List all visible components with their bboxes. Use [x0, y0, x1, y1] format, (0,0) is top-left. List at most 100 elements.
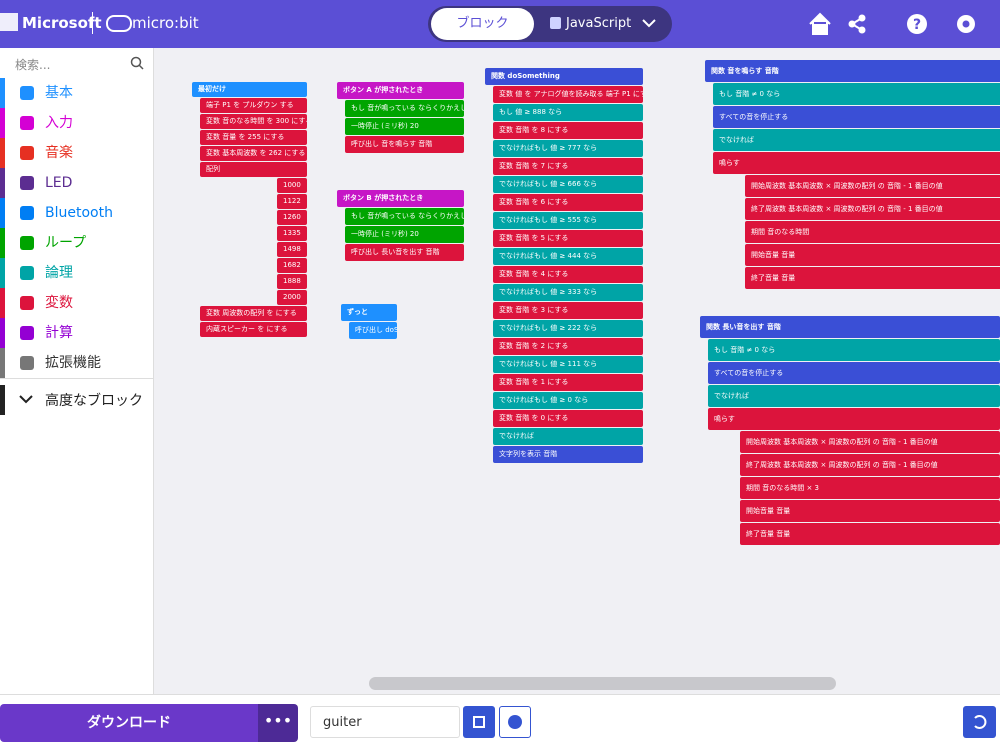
block-line[interactable]: 呼び出し 長い音を出す 音階 [345, 244, 464, 261]
block-line[interactable]: ボタン B が押されたとき [337, 190, 464, 207]
block-line[interactable]: 変数 音階 を 4 にする [493, 266, 643, 283]
project-name-input[interactable]: guiter [310, 706, 460, 738]
block-line[interactable]: 端子 P1 を プルダウン する [200, 98, 307, 113]
block-line[interactable]: でなければもし 値 ≥ 222 なら [493, 320, 643, 337]
block-line[interactable]: すべての音を停止する [713, 106, 1000, 128]
block-line[interactable]: 変数 音階 を 3 にする [493, 302, 643, 319]
block-line[interactable]: 終了音量 音量 [740, 523, 1000, 545]
block-line[interactable]: 開始周波数 基本周波数 × 周波数の配列 の 音階 - 1 番目の値 [745, 175, 1000, 197]
block-line[interactable]: もし 音が鳴っている ならくりかえし [345, 100, 464, 117]
block-line[interactable]: 呼び出し doSomething [349, 322, 397, 339]
category-label[interactable]: Bluetooth [45, 205, 113, 221]
code-block[interactable]: ボタン A が押されたとき もし 音が鳴っている ならくりかえし 一時停止 (ミリ秒… [337, 82, 464, 154]
code-block[interactable]: 関数 長い音を出す 音階 もし 音階 ≠ 0 なら すべての音を停止する でなければ鳴… [700, 316, 1000, 546]
block-line[interactable]: 開始周波数 基本周波数 × 周波数の配列 の 音階 - 1 番目の値 [740, 431, 1000, 453]
category-label[interactable]: 基本 [45, 85, 73, 101]
block-line[interactable]: 最初だけ [192, 82, 307, 97]
block-line[interactable]: でなければ [493, 428, 643, 445]
help-icon[interactable]: ? [907, 14, 927, 34]
block-line[interactable]: 一時停止 (ミリ秒) 20 [345, 118, 464, 135]
block-line[interactable]: もし 音階 ≠ 0 なら [708, 339, 1000, 361]
block-line[interactable]: もし 音が鳴っている ならくりかえし [345, 208, 464, 225]
undo-button[interactable] [963, 706, 996, 738]
block-line[interactable]: 変数 値 を アナログ値を読み取る 端子 P1 にする [493, 86, 643, 103]
toolbox-category[interactable]: ループ [0, 228, 153, 258]
category-label[interactable]: 変数 [45, 295, 73, 311]
block-line[interactable]: 期間 音のなる時間 [745, 221, 1000, 243]
product[interactable]: micro:bit [132, 14, 199, 32]
block-line[interactable]: ずっと [341, 304, 397, 321]
block-line[interactable]: 変数 音階 を 2 にする [493, 338, 643, 355]
block-line[interactable]: 変数 音階 を 7 にする [493, 158, 643, 175]
block-line[interactable]: 変数 音階 を 8 にする [493, 122, 643, 139]
block-line[interactable]: 変数 基本周波数 を 262 にする [200, 146, 307, 161]
toolbox-category[interactable]: 変数 [0, 288, 153, 318]
code-block[interactable]: ボタン B が押されたとき もし 音が鳴っている ならくりかえし 一時停止 (ミリ秒… [337, 190, 464, 262]
category-label[interactable]: 拡張機能 [45, 355, 101, 371]
block-line[interactable]: 1260 [277, 210, 307, 225]
toolbox-category[interactable]: Bluetooth [0, 198, 153, 228]
more-button[interactable]: ••• [258, 704, 298, 742]
block-line[interactable]: 1335 [277, 226, 307, 241]
toolbox-category[interactable]: 拡張機能 [0, 348, 153, 378]
code-block[interactable]: 関数 音を鳴らす 音階 もし 音階 ≠ 0 なら すべての音を停止する でなければ 鳴ら… [705, 60, 1000, 290]
block-line[interactable]: 終了音量 音量 [745, 267, 1000, 289]
block-line[interactable]: 終了周波数 基本周波数 × 周波数の配列 の 音階 - 1 番目の値 [740, 454, 1000, 476]
block-line[interactable]: 1122 [277, 194, 307, 209]
download-button[interactable]: ダウンロード [0, 704, 258, 742]
search-icon[interactable] [130, 56, 144, 70]
block-line[interactable]: 変数 音階 を 1 にする [493, 374, 643, 391]
block-line[interactable]: 1888 [277, 274, 307, 289]
search-box[interactable]: 検索... [15, 58, 51, 72]
block-line[interactable]: 変数 音量 を 255 にする [200, 130, 307, 145]
block-line[interactable]: 変数 音のなる時間 を 300 にする [200, 114, 307, 129]
block-line[interactable]: 終了周波数 基本周波数 × 周波数の配列 の 音階 - 1 番目の値 [745, 198, 1000, 220]
toolbox-category[interactable]: LED [0, 168, 153, 198]
code-block[interactable]: 関数 doSomething 変数 値 を アナログ値を読み取る 端子 P1 にす… [485, 68, 643, 464]
block-line[interactable]: 期間 音のなる時間 × 3 [740, 477, 1000, 499]
block-line[interactable]: 開始音量 音量 [740, 500, 1000, 522]
block-line[interactable]: でなければもし 値 ≥ 333 なら [493, 284, 643, 301]
block-line[interactable]: でなければもし 値 ≥ 777 なら [493, 140, 643, 157]
block-line[interactable]: でなければもし 値 ≥ 0 なら [493, 392, 643, 409]
block-line[interactable]: 呼び出し 音を鳴らす 音階 [345, 136, 464, 153]
toolbox-category[interactable]: 入力 [0, 108, 153, 138]
block-line[interactable]: 2000 [277, 290, 307, 305]
block-line[interactable]: 鳴らす [713, 152, 1000, 174]
block-line[interactable]: 開始音量 音量 [745, 244, 1000, 266]
save-button[interactable] [463, 706, 495, 738]
block-line[interactable]: 関数 音を鳴らす 音階 [705, 60, 1000, 82]
category-label[interactable]: 入力 [45, 115, 73, 131]
block-line[interactable]: 変数 音階 を 5 にする [493, 230, 643, 247]
home-icon[interactable] [809, 12, 831, 35]
category-label[interactable]: 音楽 [45, 145, 73, 161]
block-line[interactable]: でなければもし 値 ≥ 555 なら [493, 212, 643, 229]
settings-icon[interactable] [957, 15, 975, 33]
tab-javascript[interactable]: JavaScript [566, 16, 632, 31]
block-line[interactable]: 変数 音階 を 6 にする [493, 194, 643, 211]
share-icon[interactable] [848, 14, 866, 34]
code-block[interactable]: 最初だけ 端子 P1 を プルダウン する 変数 音のなる時間 を 300 にする変… [192, 82, 307, 338]
block-line[interactable]: もし 音階 ≠ 0 なら [713, 83, 1000, 105]
category-label[interactable]: 論理 [45, 265, 73, 281]
block-line[interactable]: でなければもし 値 ≥ 111 なら [493, 356, 643, 373]
block-line[interactable]: 関数 長い音を出す 音階 [700, 316, 1000, 338]
block-line[interactable]: でなければもし 値 ≥ 444 なら [493, 248, 643, 265]
category-label[interactable]: LED [45, 175, 73, 191]
block-line[interactable]: でなければもし 値 ≥ 666 なら [493, 176, 643, 193]
github-button[interactable] [499, 706, 531, 738]
category-label[interactable]: 計算 [45, 325, 73, 341]
block-line[interactable]: 関数 doSomething [485, 68, 643, 85]
toolbox-category[interactable]: 論理 [0, 258, 153, 288]
block-line[interactable]: 鳴らす [708, 408, 1000, 430]
block-line[interactable]: 変数 音階 を 0 にする [493, 410, 643, 427]
toolbox-category[interactable]: 基本 [0, 78, 153, 108]
block-line[interactable]: 1682 [277, 258, 307, 273]
block-line[interactable]: 配列 [200, 162, 307, 177]
block-line[interactable]: すべての音を停止する [708, 362, 1000, 384]
block-line[interactable]: 1498 [277, 242, 307, 257]
block-line[interactable]: 変数 周波数の配列 を にする [200, 306, 307, 321]
block-line[interactable]: 1000 [277, 178, 307, 193]
block-line[interactable]: でなければ [713, 129, 1000, 151]
